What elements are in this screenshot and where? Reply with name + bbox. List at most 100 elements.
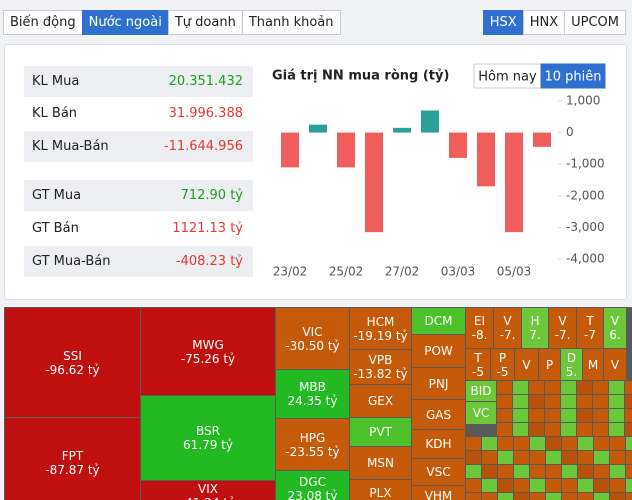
tab-button[interactable]: UPCOM — [564, 10, 626, 35]
treemap-cell: GAS — [412, 400, 465, 429]
stat-value: -408.23 tỷ — [175, 254, 243, 269]
tile — [546, 451, 561, 464]
tile — [577, 381, 592, 394]
treemap-cell: V — [515, 349, 538, 380]
treemap-cell: V -7. — [549, 308, 576, 348]
bar — [533, 132, 551, 147]
cell-name: FPT — [61, 449, 84, 463]
treemap-cell: V 6. — [604, 308, 626, 348]
tab-button[interactable]: Tự doanh — [167, 10, 243, 35]
cell-name: VIX — [198, 482, 218, 496]
tile — [513, 395, 528, 408]
tile — [513, 409, 528, 422]
tile — [626, 465, 632, 478]
tile — [530, 465, 545, 478]
stat-label: KL Mua-Bán — [32, 139, 109, 154]
x-tick-label: 03/03 — [441, 265, 476, 279]
cell-name: P — [545, 357, 554, 372]
tile — [530, 437, 545, 450]
x-tick-label: 23/02 — [273, 265, 308, 279]
tile — [529, 409, 544, 422]
treemap-cell: PVT — [350, 418, 411, 446]
tile — [578, 451, 593, 464]
stat-row: KL Mua-Bán -11.644.956 — [24, 131, 253, 162]
cell-name: SSI — [63, 348, 82, 363]
treemap-cell: DCM — [412, 308, 465, 334]
cell-name: V — [522, 357, 531, 372]
cell-name: BSR — [196, 424, 220, 438]
tile — [561, 381, 576, 394]
tile — [609, 423, 624, 436]
cell-name: V — [503, 314, 512, 328]
cell-value: 61.79 tỷ — [183, 438, 233, 452]
treemap-cell: POW — [412, 335, 465, 367]
tile — [594, 479, 609, 492]
tile — [561, 409, 576, 422]
treemap-cell: VPB -13.82 tỷ — [350, 350, 411, 384]
tile — [497, 381, 512, 394]
cell-value: -19.19 tỷ — [353, 328, 408, 343]
treemap: SSI -96.62 tỷ FPT -87.87 tỷ MWG -75.26 tỷ BSR 6… — [4, 307, 632, 500]
tab-button[interactable]: Biến động — [3, 10, 83, 35]
toggle-label[interactable]: Hôm nay — [478, 70, 537, 85]
tile — [498, 479, 513, 492]
tile — [626, 451, 632, 464]
toggle-label[interactable]: 10 phiên — [544, 70, 601, 85]
cell-name: GEX — [367, 394, 394, 408]
tile — [498, 437, 513, 450]
tile — [529, 381, 544, 394]
cell-name: KDH — [425, 437, 452, 451]
stat-row: GT Bán 1121.13 tỷ — [24, 213, 253, 244]
tile — [514, 479, 529, 492]
treemap-cell: T -7 — [577, 308, 603, 348]
tile — [466, 451, 481, 464]
stat-row: KL Bán 31.996.388 — [24, 98, 253, 129]
x-tick-label: 05/03 — [497, 265, 532, 279]
cell-name: POW — [424, 344, 453, 358]
tile — [545, 423, 560, 436]
cell-name: BID — [470, 384, 492, 398]
bar — [421, 110, 439, 133]
cell-value: 5. — [565, 364, 578, 379]
tile — [497, 423, 512, 436]
tile — [530, 479, 545, 492]
stat-label: KL Bán — [32, 106, 78, 121]
tile — [577, 423, 592, 436]
bar — [365, 132, 383, 233]
cell-name: H — [530, 314, 540, 328]
cell-name: M — [587, 357, 599, 372]
tile — [545, 409, 560, 422]
cell-name: VHM — [424, 489, 453, 500]
treemap-cell: BSR 61.79 tỷ — [141, 396, 275, 480]
tile — [609, 381, 624, 394]
tile — [625, 395, 632, 408]
tile — [593, 409, 608, 422]
y-tick-label: -2,000 — [566, 188, 605, 202]
tile — [529, 395, 544, 408]
tile — [561, 395, 576, 408]
tile — [546, 493, 561, 500]
treemap-cell: FPT -87.87 tỷ — [5, 418, 140, 500]
tile — [513, 423, 528, 436]
tab-button[interactable]: HSX — [482, 10, 524, 35]
cell-name: VSC — [426, 465, 451, 479]
tile — [610, 479, 625, 492]
tab-button[interactable]: Nước ngoài — [81, 10, 169, 35]
tile — [482, 451, 497, 464]
stat-row: GT Mua 712.90 tỷ — [24, 180, 253, 211]
tile — [482, 493, 497, 500]
tile — [626, 493, 632, 500]
tile — [626, 437, 632, 450]
bar — [477, 132, 495, 187]
tile — [578, 493, 593, 500]
tile — [610, 493, 625, 500]
toggle-button[interactable] — [473, 63, 542, 89]
cell-value: -30.50 tỷ — [285, 338, 340, 353]
stat-row: GT Mua-Bán -408.23 tỷ — [24, 246, 253, 277]
tile — [466, 465, 481, 478]
toggle-button[interactable] — [540, 63, 606, 89]
cell-value: -5 — [496, 364, 509, 379]
treemap-cell: VSC — [412, 459, 465, 485]
cell-value: 24.35 tỷ — [287, 394, 338, 408]
tab-button[interactable]: Thanh khoản — [241, 10, 341, 35]
